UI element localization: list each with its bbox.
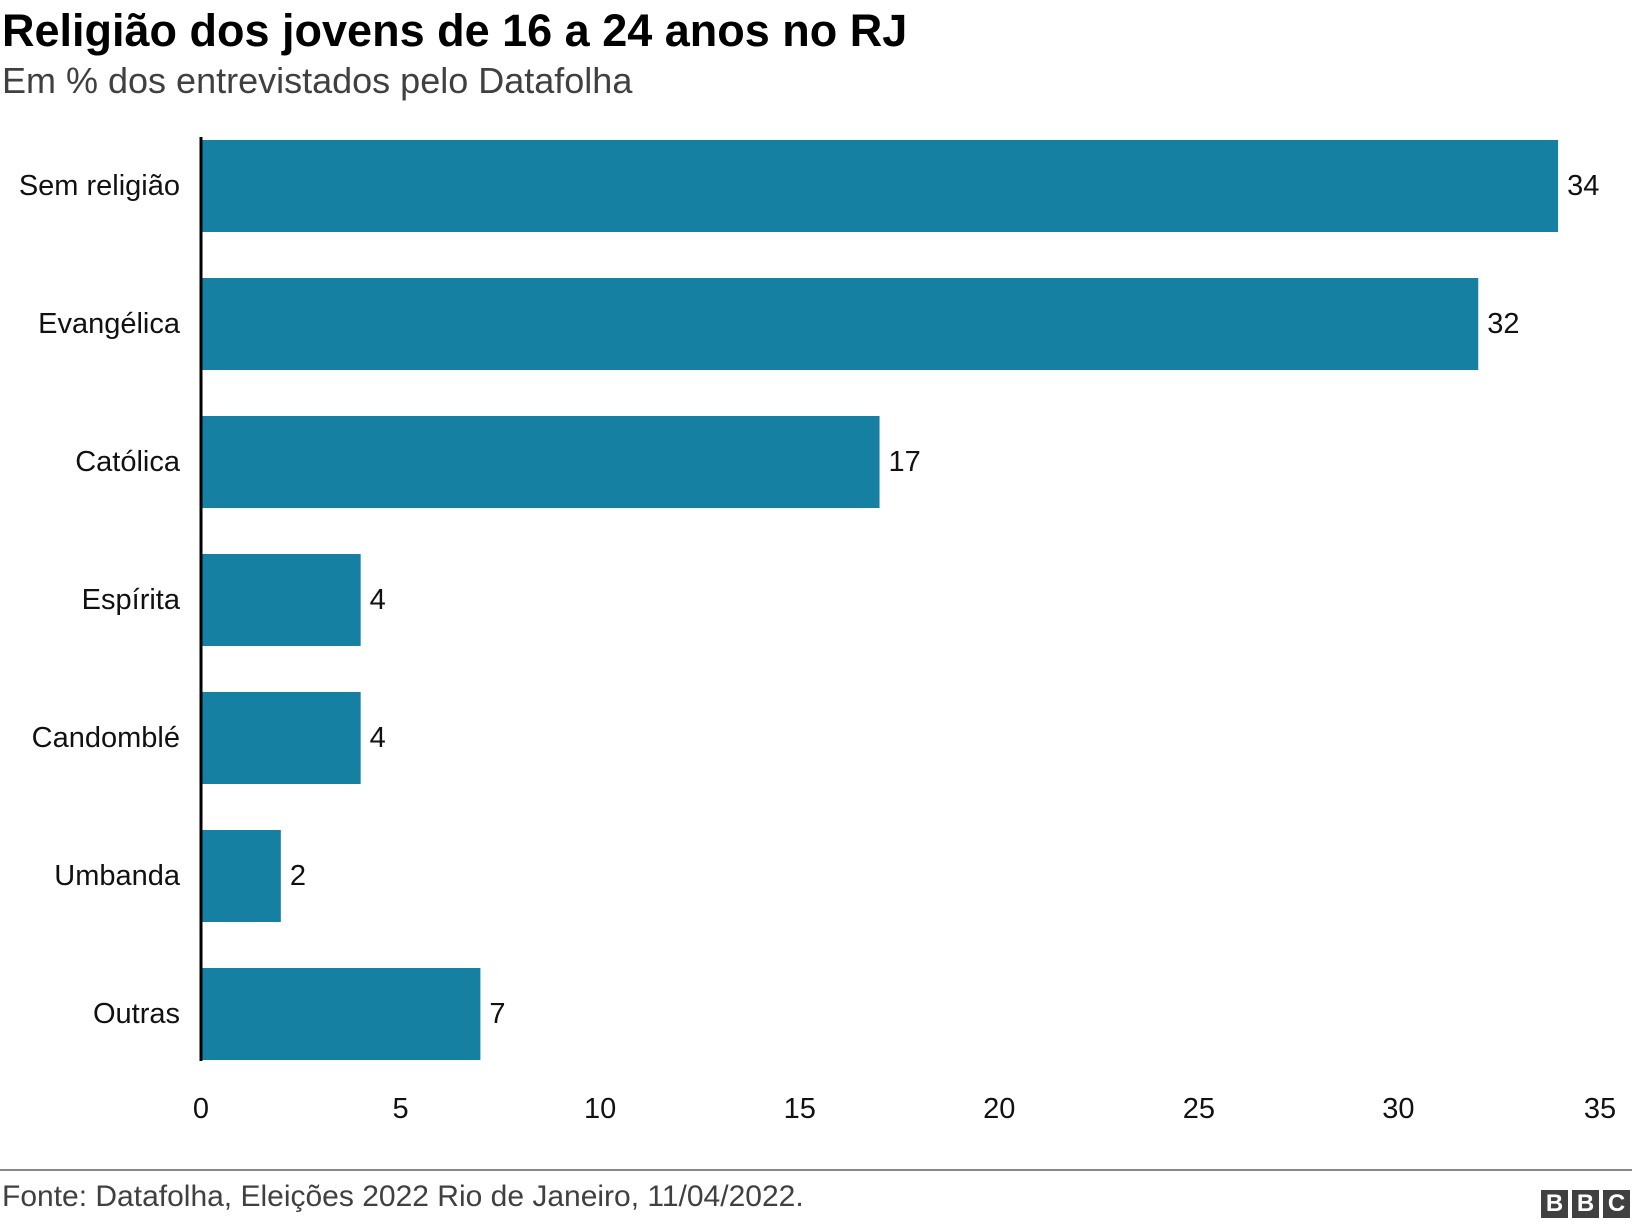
x-axis-ticks-layer: 0 5 10 15 20 25 30 35 <box>193 1093 1616 1125</box>
category-label: Evangélica <box>38 308 181 340</box>
x-tick-label: 0 <box>193 1093 209 1125</box>
logo-letter: B <box>1541 1190 1568 1218</box>
value-labels-layer: 34 32 17 4 4 2 7 <box>290 170 1600 1030</box>
bar <box>201 278 1479 370</box>
x-tick-label: 5 <box>393 1093 409 1125</box>
x-tick-label: 10 <box>584 1093 616 1125</box>
value-label: 7 <box>489 998 505 1030</box>
value-label: 4 <box>370 722 386 754</box>
category-label: Sem religião <box>19 170 180 202</box>
bbc-logo: B B C <box>1541 1190 1630 1218</box>
logo-letter: C <box>1603 1190 1630 1218</box>
category-label: Católica <box>75 446 181 478</box>
x-tick-label: 15 <box>784 1093 816 1125</box>
category-labels-layer: Sem religião Evangélica Católica Espírita Ca… <box>19 170 181 1030</box>
logo-letter: B <box>1572 1190 1599 1218</box>
bars-layer <box>201 140 1559 1060</box>
x-tick-label: 30 <box>1382 1093 1414 1125</box>
x-tick-label: 25 <box>1183 1093 1215 1125</box>
bar <box>201 140 1559 232</box>
chart-subtitle: Em % dos entrevistados pelo Datafolha <box>2 60 633 101</box>
x-tick-label: 20 <box>983 1093 1015 1125</box>
bar <box>201 554 361 646</box>
category-label: Outras <box>93 998 180 1030</box>
value-label: 2 <box>290 860 306 892</box>
bar <box>201 416 880 508</box>
value-label: 4 <box>370 584 386 616</box>
category-label: Candomblé <box>32 722 180 754</box>
category-label: Espírita <box>82 584 181 616</box>
chart-title: Religião dos jovens de 16 a 24 anos no R… <box>2 5 908 56</box>
bar <box>201 692 361 784</box>
value-label: 17 <box>889 446 921 478</box>
value-label: 34 <box>1567 170 1599 202</box>
category-label: Umbanda <box>54 860 181 892</box>
bar <box>201 968 481 1060</box>
bar <box>201 830 281 922</box>
value-label: 32 <box>1487 308 1519 340</box>
bar-chart: Sem religião Evangélica Católica Espírita Ca… <box>19 137 1616 1125</box>
source-note: Fonte: Datafolha, Eleições 2022 Rio de J… <box>2 1180 804 1213</box>
x-tick-label: 35 <box>1584 1093 1616 1125</box>
footer-divider <box>0 1169 1632 1171</box>
